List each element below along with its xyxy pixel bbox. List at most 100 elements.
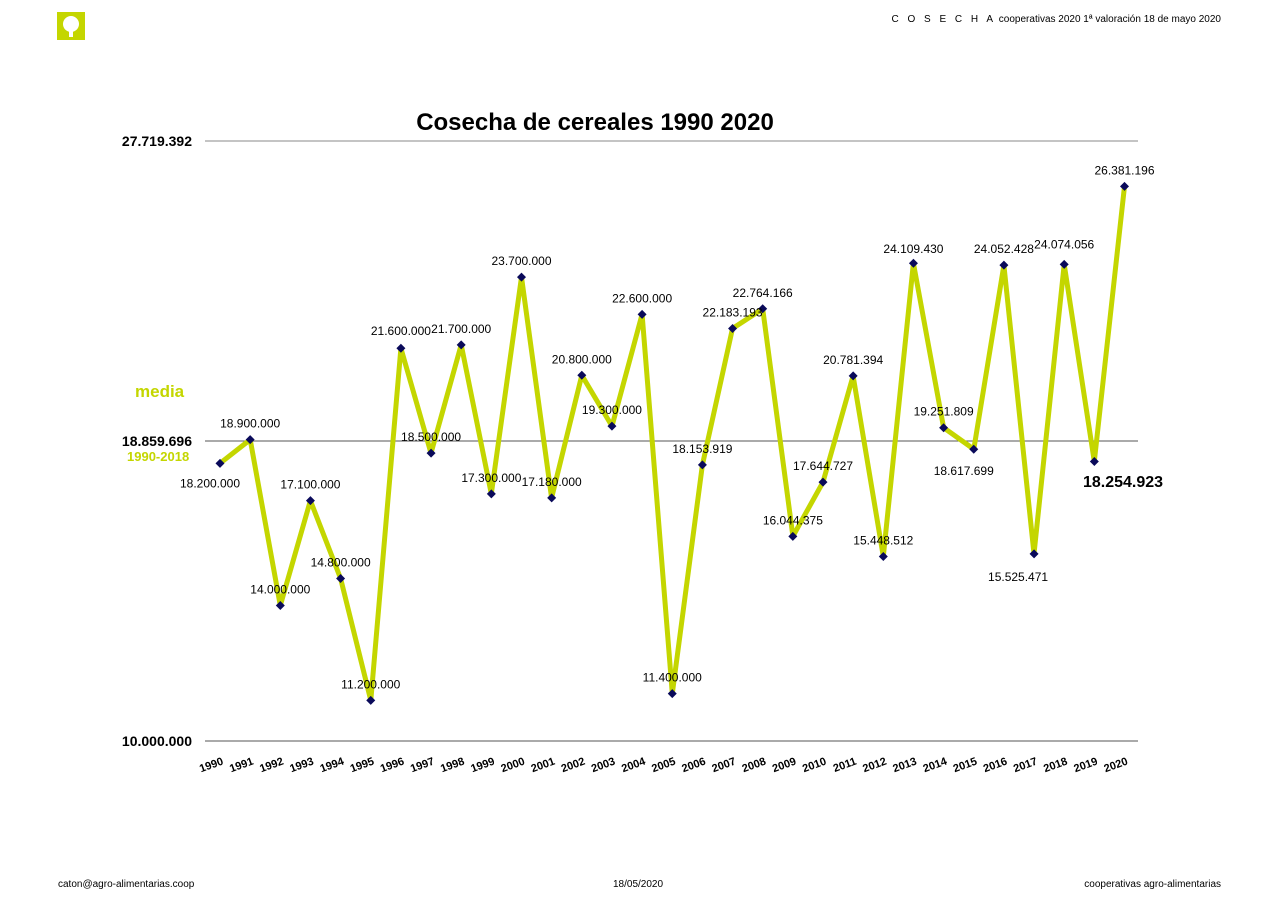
data-point-marker [215,458,225,468]
data-point-marker [517,272,526,282]
x-tick-label: 1990 [198,756,225,776]
data-point-marker [848,371,858,381]
data-point-marker [878,552,888,562]
data-point-marker [999,260,1009,270]
media-label: media [135,382,185,401]
data-label: 19.251.809 [914,405,974,419]
data-point-marker [486,489,496,499]
data-label: 16.044.375 [763,513,823,527]
data-label: 24.109.430 [883,242,943,256]
data-label: 17.180.000 [522,475,582,489]
data-point-marker [396,343,406,353]
x-tick-label: 2004 [620,755,648,775]
data-label: 18.200.000 [180,476,240,490]
data-label: 11.400.000 [643,671,702,685]
x-tick-label: 1992 [258,756,285,776]
data-point-marker [275,601,285,611]
data-point-marker [697,460,707,470]
x-tick-label: 2007 [710,756,737,776]
data-point-marker [728,323,738,333]
data-label: 15.448.512 [853,534,913,548]
data-label: 19.300.000 [582,403,642,417]
x-tick-label: 1995 [349,756,376,776]
data-point-marker [908,258,918,268]
data-label: 14.000.000 [250,583,310,597]
x-tick-label: 1996 [379,756,406,776]
data-label: 22.600.000 [612,291,672,305]
data-label: 18.500.000 [401,430,461,444]
data-point-marker [1029,549,1039,559]
data-point-marker [577,370,587,380]
data-point-marker [607,421,617,431]
data-label: 24.052.428 [974,242,1034,256]
y-tick-label: 10.000.000 [122,733,192,749]
data-point-marker [426,448,436,458]
data-point-marker [637,309,647,319]
data-label: 18.254.923 [1083,474,1163,491]
x-tick-label: 2017 [1012,756,1039,776]
x-tick-label: 2016 [982,756,1009,776]
data-point-marker [456,340,466,350]
x-tick-label: 1993 [288,756,315,776]
x-tick-label: 2012 [861,756,888,776]
x-tick-label: 1999 [469,756,496,776]
x-tick-label: 2010 [801,756,828,776]
data-label: 14.800.000 [311,555,371,569]
x-tick-label: 2018 [1042,756,1069,776]
data-label: 21.700.000 [431,322,491,336]
data-label: 17.100.000 [280,478,340,492]
data-point-marker [969,444,979,454]
x-tick-label: 1991 [228,756,255,776]
data-label: 22.183.193 [703,305,763,319]
x-tick-label: 2008 [741,756,768,776]
x-tick-label: 2015 [952,756,979,776]
data-label: 17.300.000 [461,471,521,485]
data-label: 22.764.166 [733,286,793,300]
x-tick-label: 1994 [319,755,347,775]
data-point-marker [1089,456,1099,466]
y-tick-label: 27.719.392 [122,133,192,149]
data-label: 26.381.196 [1094,163,1154,177]
data-label: 24.074.056 [1034,237,1094,251]
chart-title: Cosecha de cereales 1990 2020 [416,109,774,136]
x-tick-label: 1998 [439,756,466,776]
data-point-marker [939,423,949,433]
x-tick-label: 2009 [771,756,798,776]
data-point-marker [667,689,677,699]
x-tick-label: 2011 [832,756,859,775]
data-label: 20.800.000 [552,352,612,366]
x-tick-label: 2013 [891,756,918,776]
header-brand: C O S E C H A [891,14,997,25]
x-tick-label: 2000 [499,756,526,776]
data-point-marker [758,304,768,314]
data-point-marker [1120,181,1129,191]
data-point-marker [788,531,798,541]
x-tick-label: 1997 [409,756,436,776]
x-tick-label: 2006 [680,756,707,776]
x-tick-label: 2019 [1072,756,1099,776]
data-point-marker [818,477,828,487]
x-tick-label: 2003 [590,756,617,776]
data-point-marker [1059,259,1069,269]
data-point-marker [366,695,376,705]
footer-email: caton@agro-alimentarias.coop [58,879,195,890]
y-tick-label: 18.859.696 [122,433,192,449]
footer-date: 18/05/2020 [613,879,664,890]
data-label: 11.200.000 [341,677,400,691]
data-point-marker [547,493,557,503]
x-tick-label: 2001 [530,756,557,776]
footer-org: cooperativas agro-alimentarias [1084,879,1221,890]
page-header: C O S E C H A cooperativas 2020 1ª valor… [891,14,1221,25]
x-tick-label: 2002 [560,756,587,776]
data-label: 20.781.394 [823,353,883,367]
header-subtitle: cooperativas 2020 1ª valoración 18 de ma… [996,14,1221,25]
data-label: 18.900.000 [220,417,280,431]
x-tick-label: 2005 [650,756,677,776]
x-tick-label: 2014 [922,755,950,775]
data-point-marker [305,496,315,506]
data-point-marker [336,573,346,583]
data-label: 17.644.727 [793,459,853,473]
x-tick-label: 2020 [1102,756,1129,776]
data-label: 21.600.000 [371,324,431,338]
